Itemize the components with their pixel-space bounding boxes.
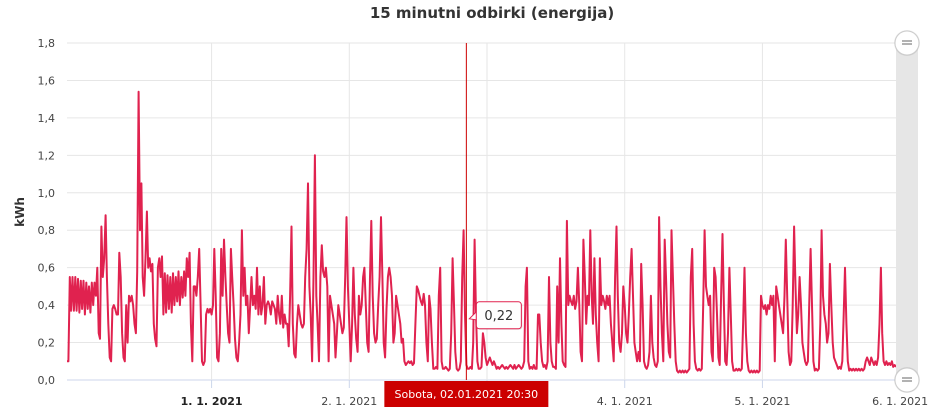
y-tick-label: 1,4 (38, 112, 56, 125)
navigator-handle-circle (894, 367, 920, 393)
tooltip-value: 0,22 (484, 309, 513, 324)
x-tick-label: 4. 1. 2021 (597, 395, 653, 407)
crosshair-label: Sobota, 02.01.2021 20:30 (395, 388, 539, 401)
x-tick-label: 6. 1. 2021 (872, 395, 928, 407)
y-tick-label: 1,8 (38, 37, 56, 50)
crosshair: Sobota, 02.01.2021 20:30 (384, 43, 549, 407)
y-tick-label: 1,6 (38, 74, 56, 87)
crosshair-label-box (384, 381, 549, 407)
y-tick-label: 0,8 (38, 224, 56, 237)
tooltip: 0,22 (468, 301, 523, 330)
y-tick-label: 0,2 (38, 337, 56, 350)
y-axis-title: kWh (13, 197, 27, 227)
tooltip-box (475, 301, 522, 330)
navigator-scrollbar[interactable] (894, 30, 920, 393)
navigator-handle-circle (894, 30, 920, 56)
y-tick-label: 0,6 (38, 262, 56, 275)
y-tick-label: 1,2 (38, 149, 56, 162)
y-tick-label: 0,4 (38, 299, 56, 312)
chart-title: 15 minutni odbirki (energija) (370, 4, 614, 22)
navigator-handle-top[interactable] (894, 30, 920, 56)
y-axis-ticks: 0,0 0,2 0,4 0,6 0,8 1,0 1,2 1,4 1,6 1,8 (38, 37, 56, 387)
series-line (67, 90, 897, 374)
x-tick-label: 2. 1. 2021 (321, 395, 377, 407)
y-tick-label: 1,0 (38, 187, 56, 200)
x-tick-label: 1. 1. 2021 (181, 395, 243, 407)
series-layer (67, 90, 897, 374)
tooltip-pointer-join (476, 312, 479, 320)
x-tick-label: 5. 1. 2021 (734, 395, 790, 407)
navigator-handle-bottom[interactable] (894, 367, 920, 393)
y-tick-label: 0,0 (38, 374, 56, 387)
navigator-track (896, 43, 918, 380)
